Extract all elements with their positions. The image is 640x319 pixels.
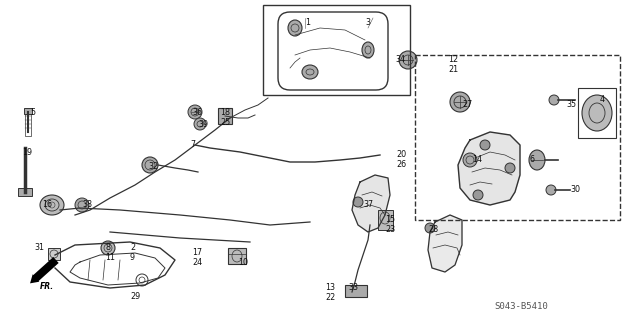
Bar: [345, 285, 367, 297]
Bar: [578, 88, 616, 138]
Text: 28: 28: [428, 225, 438, 234]
Ellipse shape: [353, 197, 363, 207]
Ellipse shape: [302, 65, 318, 79]
Ellipse shape: [546, 185, 556, 195]
Text: 13: 13: [325, 283, 335, 292]
Ellipse shape: [288, 20, 302, 36]
Ellipse shape: [399, 51, 417, 69]
Ellipse shape: [142, 157, 158, 173]
Text: 30: 30: [570, 185, 580, 194]
Text: 14: 14: [472, 155, 482, 164]
Text: 12: 12: [448, 55, 458, 64]
Text: 31: 31: [34, 243, 44, 252]
Text: 27: 27: [462, 100, 472, 109]
Text: FR.: FR.: [40, 282, 54, 291]
Ellipse shape: [101, 241, 115, 255]
Bar: [25, 114, 31, 136]
Text: 2: 2: [130, 243, 135, 252]
Text: 16: 16: [42, 200, 52, 209]
Bar: [263, 5, 410, 95]
Text: 7: 7: [190, 140, 195, 149]
Ellipse shape: [194, 118, 206, 130]
Ellipse shape: [529, 150, 545, 170]
Text: 4: 4: [600, 95, 605, 104]
Text: 11: 11: [105, 253, 115, 262]
Ellipse shape: [505, 163, 515, 173]
Text: 17: 17: [192, 248, 202, 257]
Text: 1: 1: [305, 18, 310, 27]
Text: 15: 15: [385, 215, 395, 224]
Text: 6: 6: [530, 155, 535, 164]
Ellipse shape: [75, 198, 89, 212]
Ellipse shape: [473, 190, 483, 200]
Ellipse shape: [362, 42, 374, 58]
Polygon shape: [428, 215, 462, 272]
Text: 35: 35: [566, 100, 576, 109]
Bar: [218, 108, 232, 124]
Text: 32: 32: [148, 162, 158, 171]
Ellipse shape: [480, 140, 490, 150]
Text: 26: 26: [396, 160, 406, 169]
Text: 8: 8: [105, 243, 110, 252]
Bar: [378, 210, 393, 230]
Ellipse shape: [425, 223, 435, 233]
Text: 23: 23: [385, 225, 395, 234]
Text: 39: 39: [198, 120, 208, 129]
Bar: [228, 248, 246, 264]
Text: 25: 25: [220, 118, 230, 127]
Text: 19: 19: [22, 148, 32, 157]
FancyArrow shape: [30, 257, 59, 283]
Bar: [18, 188, 32, 196]
Text: 24: 24: [192, 258, 202, 267]
Text: 22: 22: [325, 293, 335, 302]
Text: 21: 21: [448, 65, 458, 74]
Text: 20: 20: [396, 150, 406, 159]
Text: S043-B5410: S043-B5410: [494, 302, 548, 311]
Text: 34: 34: [395, 55, 405, 64]
Ellipse shape: [549, 95, 559, 105]
Text: 3: 3: [365, 18, 370, 27]
Ellipse shape: [582, 95, 612, 131]
Text: 18: 18: [220, 108, 230, 117]
Text: 33: 33: [348, 283, 358, 292]
Polygon shape: [352, 175, 390, 232]
Bar: [24, 108, 32, 114]
Ellipse shape: [188, 105, 202, 119]
Ellipse shape: [463, 153, 477, 167]
Text: 9: 9: [130, 253, 135, 262]
Bar: [415, 55, 620, 220]
Bar: [48, 248, 60, 260]
Ellipse shape: [450, 92, 470, 112]
Text: 37: 37: [363, 200, 373, 209]
Text: 5: 5: [30, 108, 35, 117]
Text: 36: 36: [192, 108, 202, 117]
Text: 38: 38: [82, 200, 92, 209]
Text: 10: 10: [238, 258, 248, 267]
Text: 29: 29: [130, 292, 140, 301]
Ellipse shape: [40, 195, 64, 215]
Polygon shape: [458, 132, 520, 205]
